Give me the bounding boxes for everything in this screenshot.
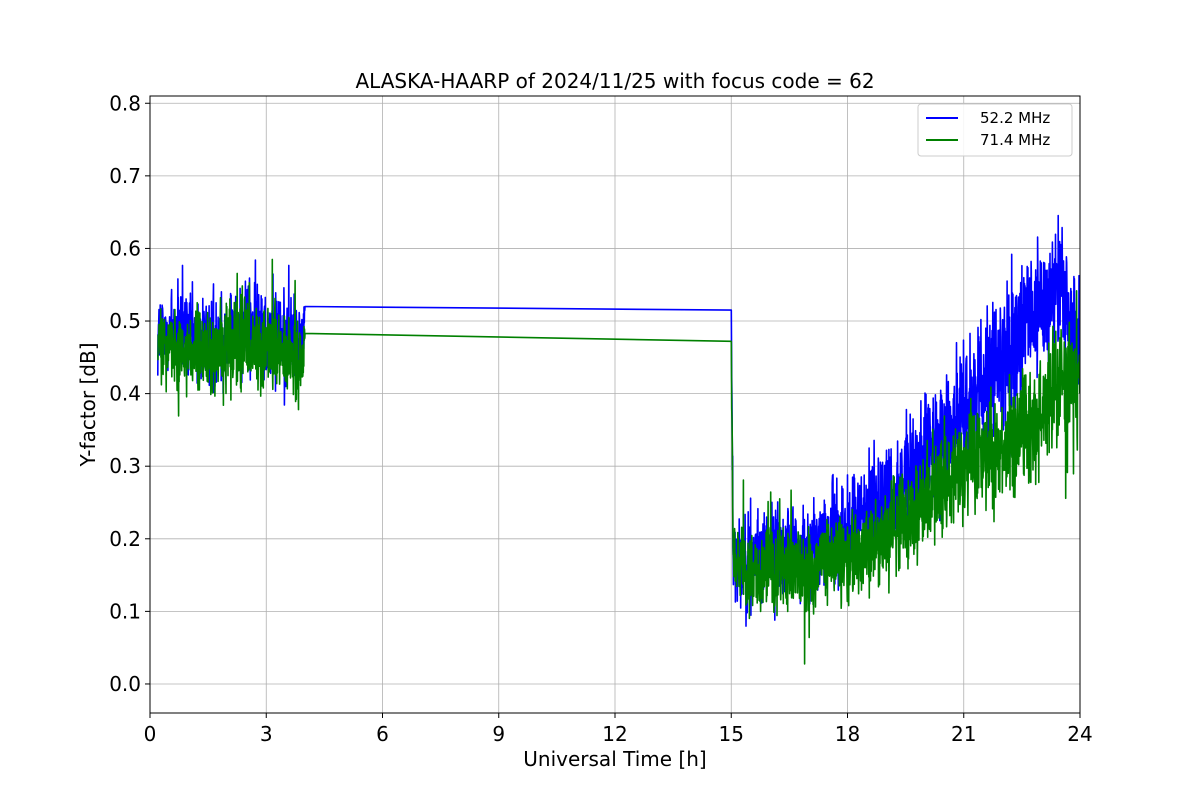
- y-tick-label: 0.1: [109, 599, 141, 623]
- x-tick-label: 12: [602, 722, 627, 746]
- legend-label: 52.2 MHz: [980, 109, 1050, 127]
- tick-layer: 0 3 6 9 12 15 18 21 24 0.0 0.1 0.2 0.3 0.4 0.5 0.6 0.7 0.…: [109, 91, 1093, 746]
- y-tick-label: 0.7: [109, 164, 141, 188]
- x-tick-label: 21: [951, 722, 976, 746]
- series-line: [157, 258, 1080, 665]
- legend: 52.2 MHz 71.4 MHz: [917, 103, 1073, 157]
- y-tick-label: 0.6: [109, 236, 141, 260]
- series-line: [157, 214, 1080, 627]
- x-axis-label: Universal Time [h]: [523, 747, 706, 771]
- chart-title: ALASKA-HAARP of 2024/11/25 with focus co…: [355, 69, 874, 93]
- y-tick-label: 0.8: [109, 91, 141, 115]
- y-tick-label: 0.5: [109, 309, 141, 333]
- x-tick-label: 3: [260, 722, 273, 746]
- x-tick-label: 15: [719, 722, 744, 746]
- y-axis-label: Y-factor [dB]: [76, 342, 100, 467]
- x-tick-label: 24: [1067, 722, 1092, 746]
- y-tick-label: 0.2: [109, 527, 141, 551]
- x-tick-label: 9: [492, 722, 505, 746]
- y-tick-label: 0.0: [109, 672, 141, 696]
- x-tick-label: 0: [144, 722, 157, 746]
- y-tick-label: 0.4: [109, 382, 141, 406]
- x-tick-label: 18: [835, 722, 860, 746]
- plot-layer: [157, 214, 1080, 665]
- y-tick-label: 0.3: [109, 454, 141, 478]
- x-tick-label: 6: [376, 722, 389, 746]
- legend-label: 71.4 MHz: [980, 131, 1050, 149]
